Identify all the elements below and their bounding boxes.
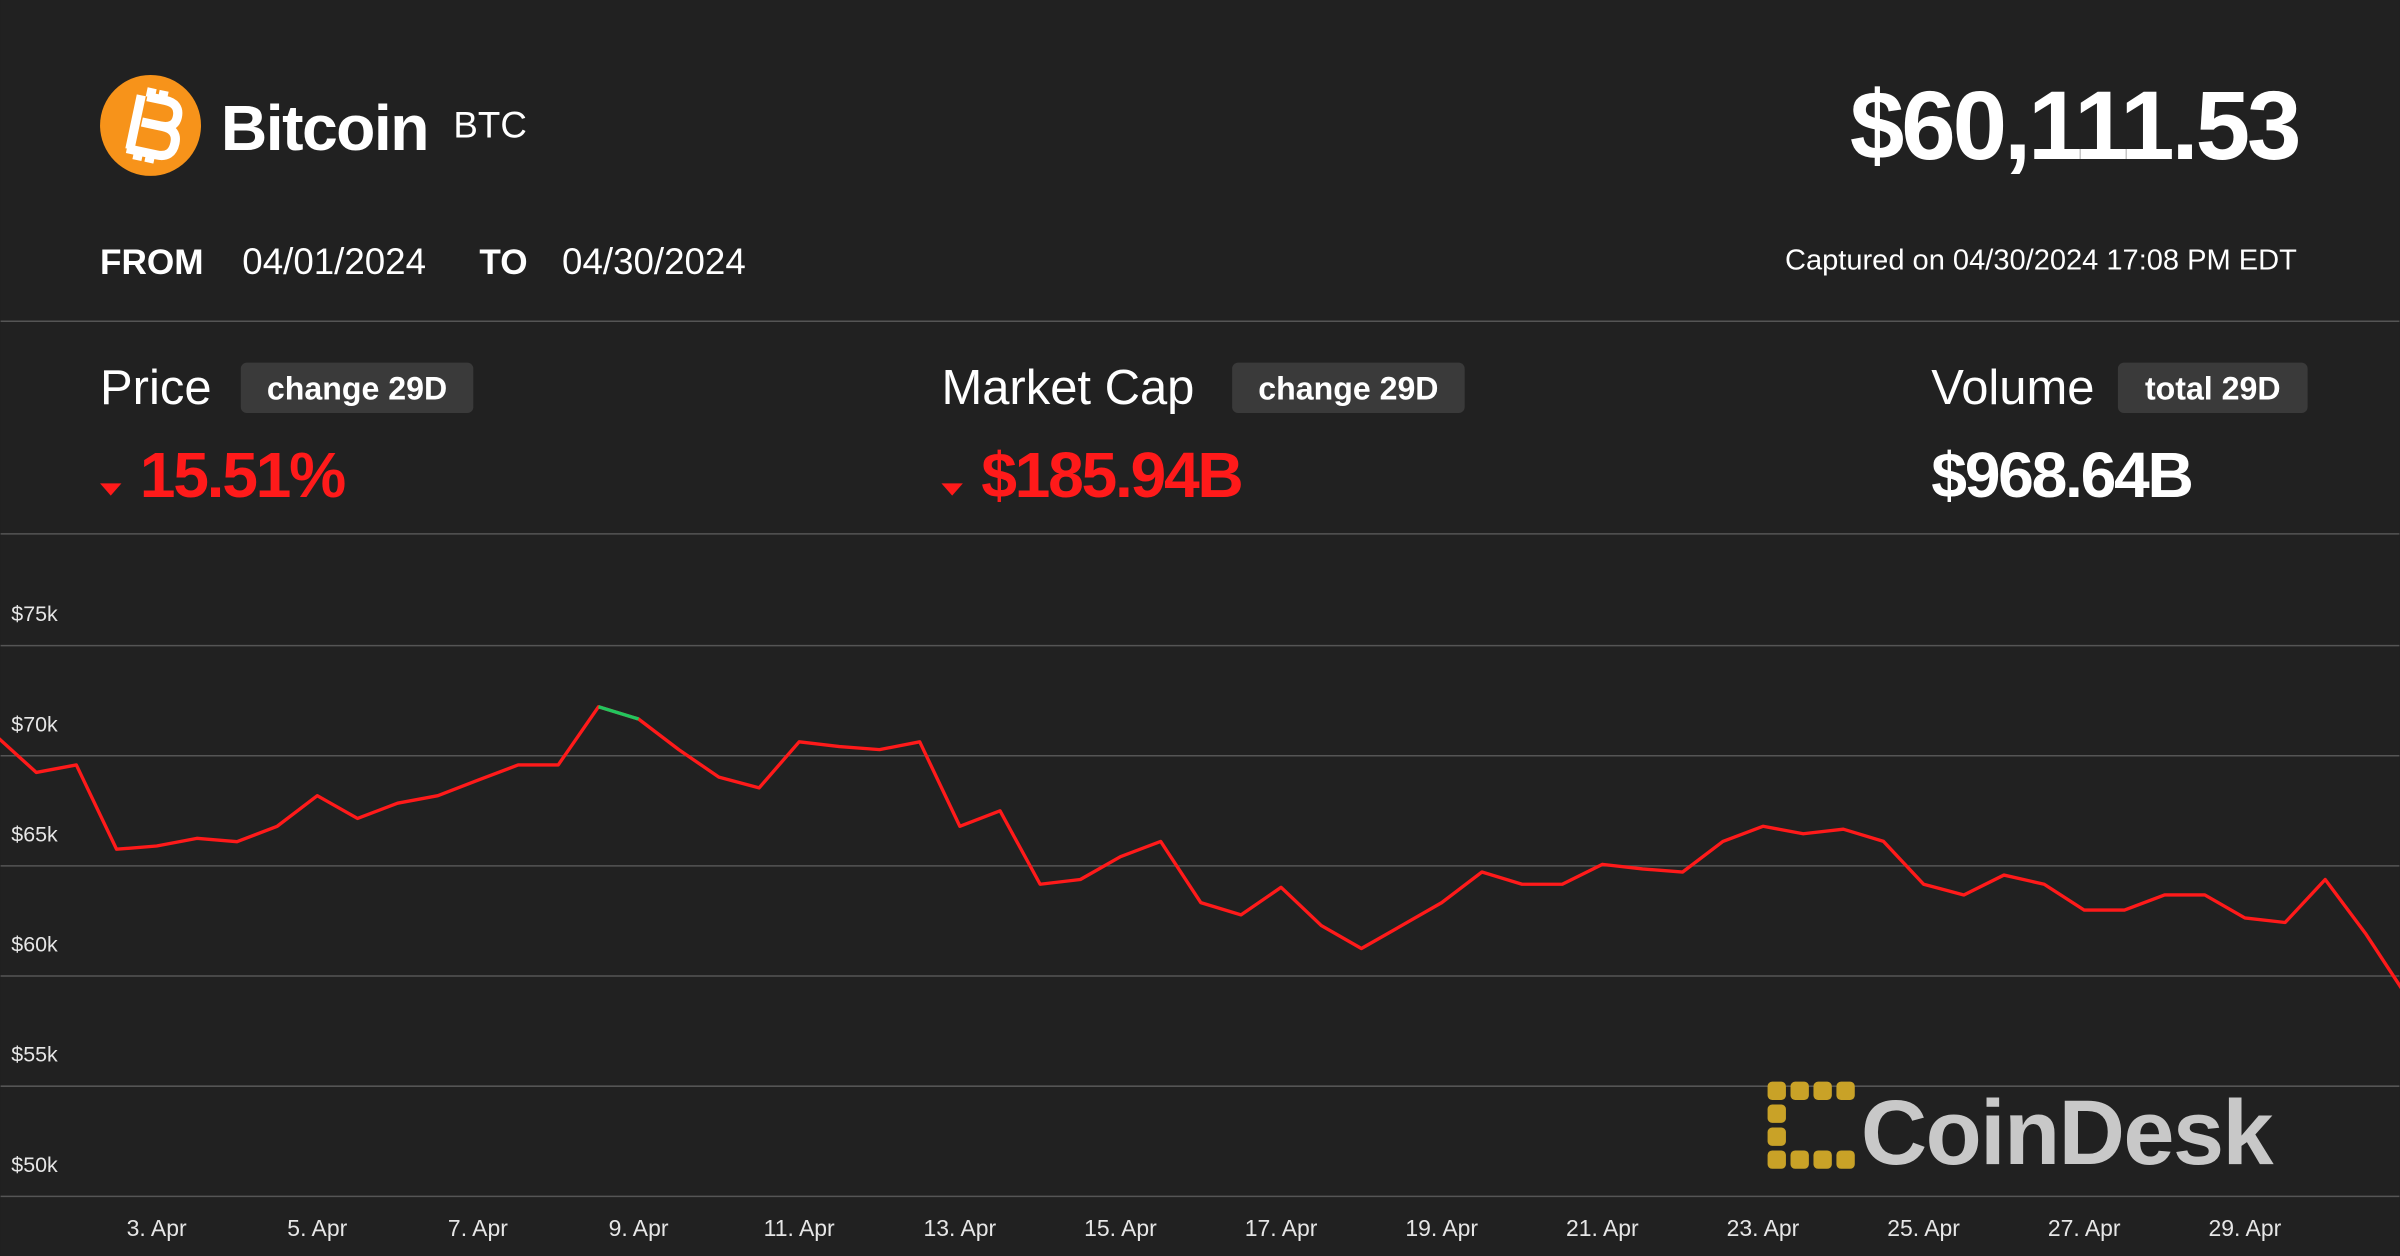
- x-tick-label: 29. Apr: [2209, 1215, 2282, 1241]
- price-line: [0, 705, 2400, 990]
- to-label: TO: [479, 243, 527, 282]
- y-tick-label: $55k: [11, 1043, 58, 1067]
- captured-note: Captured on 04/30/2024 17:08 PM EDT: [1785, 244, 2297, 276]
- stat-label: Market Cap: [941, 361, 1194, 415]
- from-date: 04/01/2024: [242, 241, 426, 282]
- x-tick-label: 21. Apr: [1566, 1215, 1639, 1241]
- coin-name: Bitcoin: [221, 92, 428, 164]
- badge: [240, 362, 474, 414]
- stat-value: 15.51%: [140, 439, 345, 511]
- x-tick-label: 11. Apr: [764, 1215, 835, 1241]
- stat-value: $185.94B: [981, 439, 1241, 511]
- x-tick-label: 25. Apr: [1887, 1215, 1960, 1241]
- y-tick-label: $60k: [11, 933, 58, 957]
- y-tick-label: $75k: [11, 602, 58, 626]
- brand-icon: [1767, 1081, 1855, 1169]
- y-tick-label: $50k: [11, 1153, 58, 1177]
- plot: $50k $55k $60k $65k $70k $75k 3. Apr 5. Apr 7. A…: [0, 602, 2400, 1241]
- coin-symbol: BTC: [453, 105, 526, 146]
- down-arrow: [100, 483, 122, 496]
- badge: [1232, 362, 1465, 414]
- bitcoin-glyph: [125, 87, 183, 164]
- x-tick-label: 17. Apr: [1245, 1215, 1318, 1241]
- x-tick-label: 23. Apr: [1727, 1215, 1800, 1241]
- badge: [2117, 362, 2308, 414]
- stat-label: Volume: [1931, 361, 2094, 415]
- brand-name: CoinDesk: [1861, 1082, 2275, 1184]
- y-tick-label: $70k: [11, 712, 58, 736]
- x-tick-label: 5. Apr: [287, 1215, 347, 1241]
- down-arrow: [941, 483, 963, 496]
- stat-label: Price: [100, 361, 212, 415]
- stat-value: $968.64B: [1931, 439, 2191, 511]
- to-date: 04/30/2024: [562, 241, 746, 282]
- x-tick-label: 27. Apr: [2048, 1215, 2121, 1241]
- x-tick-label: 7. Apr: [448, 1215, 508, 1241]
- x-tick-label: 13. Apr: [923, 1215, 996, 1241]
- current-price: $60,111.53: [1850, 70, 2299, 180]
- from-label: FROM: [100, 243, 204, 282]
- y-tick-label: $65k: [11, 822, 58, 846]
- x-tick-label: 9. Apr: [609, 1215, 669, 1241]
- stat-badge: change 29D: [1258, 370, 1438, 406]
- stat-badge: total 29D: [2145, 370, 2281, 406]
- x-tick-label: 19. Apr: [1405, 1215, 1478, 1241]
- stat-badge: change 29D: [267, 370, 447, 406]
- x-tick-label: 3. Apr: [127, 1215, 187, 1241]
- x-tick-label: 15. Apr: [1084, 1215, 1157, 1241]
- price-line: [597, 705, 640, 721]
